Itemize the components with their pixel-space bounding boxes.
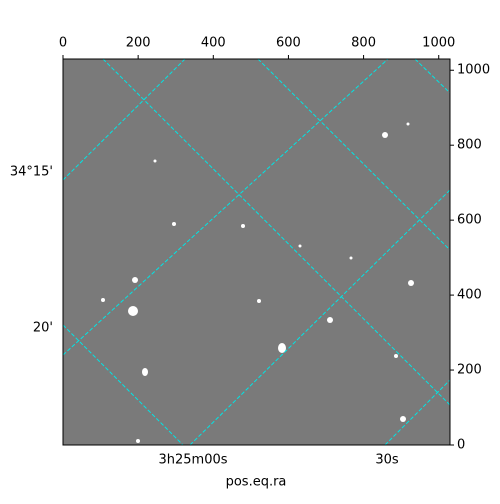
y-tick-label: 200 (457, 363, 482, 378)
y-tick-label: 400 (457, 288, 482, 303)
image (63, 59, 450, 445)
x-axis-label: pos.eq.ra (226, 475, 287, 490)
x-tick-label: 800 (351, 36, 376, 51)
y-tick-label: 800 (457, 138, 482, 153)
x-tick-label: 600 (276, 36, 301, 51)
y-tick-label: 600 (457, 213, 482, 228)
world-grid (62, 58, 451, 446)
y-tick-label: 1000 (457, 63, 490, 78)
dec-tick-label: 34°15' (10, 165, 53, 180)
stars (101, 122, 414, 443)
frame (62, 58, 451, 446)
x-tick-label: 0 (59, 36, 67, 51)
ra-tick-label: 3h25m00s (158, 453, 227, 468)
x-tick-label: 200 (126, 36, 151, 51)
x-tick-label: 400 (201, 36, 226, 51)
dec-tick-label: 20' (33, 321, 53, 336)
y-tick-label: 0 (457, 438, 465, 453)
ra-tick-label: 30s (375, 453, 399, 468)
x-tick-label: 1000 (422, 36, 455, 51)
